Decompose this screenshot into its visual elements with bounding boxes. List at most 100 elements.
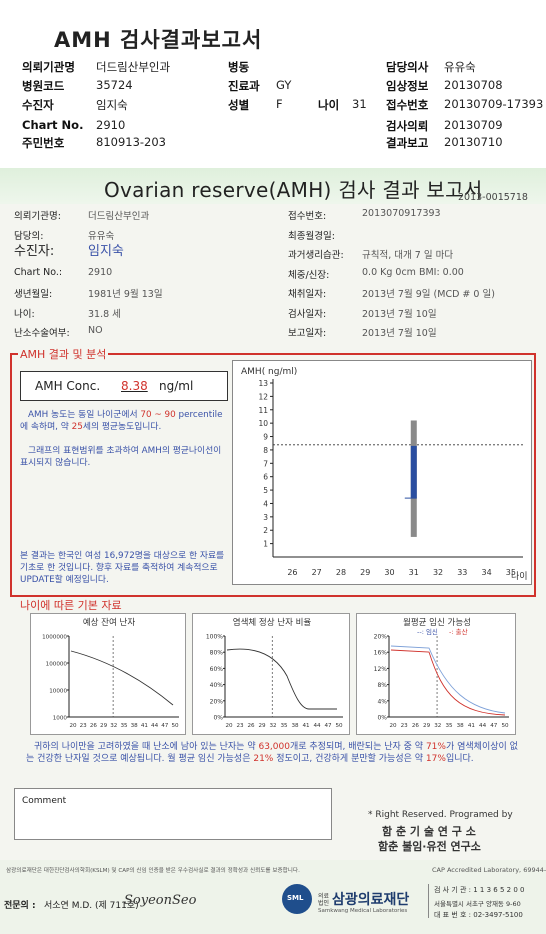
y-tick-label: 3	[263, 513, 268, 522]
amh-section-heading: AMH 결과 및 분석	[18, 346, 109, 362]
panel-title: 염색체 정상 난자 비율	[233, 617, 312, 628]
panel-x-tick-label: 47	[490, 723, 498, 729]
right-label: 체중/신장:	[288, 269, 330, 281]
panel-title: 월평균 임신 가능성	[403, 617, 471, 628]
report-title: Ovarian reserve(AMH) 검사 결과 보고서	[104, 178, 483, 202]
summary-normal-pct: 71%	[425, 742, 446, 752]
dept-label: 진료과	[228, 79, 260, 93]
amh-percentile-range: 70 ~ 90	[140, 410, 176, 420]
panel-x-tick-label: 44	[151, 723, 159, 729]
panel-x-tick-label: 50	[501, 723, 509, 729]
normal-egg-chart: 염색체 정상 난자 비율 100% 80% 60% 40% 20% 0%20 23 26 29 32…	[206, 617, 343, 729]
right-value: 2013년 7월 10일	[362, 328, 437, 339]
left-value: 1981년 9월 13일	[88, 289, 163, 300]
y-tick-label: 8	[263, 446, 268, 455]
y-tick-label: 11	[258, 406, 268, 415]
left-label: 생년월일:	[14, 289, 53, 300]
summary-b: 개로 추정되며, 배란되는 난자 중 약	[289, 742, 424, 752]
right-value: 2013년 7월 10일	[362, 308, 437, 320]
resident-value: 810913-203	[96, 135, 166, 149]
amh-data-note: 본 결과는 한국인 여성 16,972명을 대상으로 한 자료를 기초로 한 것…	[20, 551, 225, 585]
left-value: 2910	[88, 266, 113, 278]
footer	[0, 860, 546, 934]
panel-y-tick-label: 12%	[374, 666, 388, 673]
rights-lab: 함춘 불임·유전 연구소	[378, 840, 481, 853]
eggs-panel: 예상 잔여 난자 1000000 100000 10000 1000 20 23 26 29 32…	[30, 613, 186, 735]
right-label: 보고일자:	[288, 328, 327, 339]
hospital-code-value: 35724	[96, 78, 133, 92]
panel-y-tick-label: 10000	[49, 689, 67, 695]
report-number: 2013-0015718	[458, 192, 528, 203]
x-axis-label: 나이	[511, 571, 528, 582]
pregnancy-curve	[390, 645, 506, 714]
amh-conc-box: AMH Conc. 8.38 ng/ml	[20, 371, 228, 401]
basic-summary-text: 귀하의 나이만을 고려하였을 때 난소에 남아 있는 난자는 약 63,000개…	[26, 741, 526, 765]
patient-label: 수진자	[22, 98, 54, 112]
resident-label: 주민번호	[22, 136, 65, 150]
x-tick-label: 33	[457, 568, 467, 577]
left-label: 담당의:	[14, 230, 44, 242]
y-tick-label: 2	[263, 526, 268, 535]
legend-birth: -: 출산	[449, 627, 468, 636]
panel-x-tick-label: 47	[161, 723, 169, 729]
accession-value: 20130709-17393	[444, 97, 544, 111]
y-tick-label: 1	[263, 540, 268, 549]
x-tick-label: 29	[360, 568, 370, 577]
lab-code: 검 사 기 관 : 1 1 3 6 5 2 0 0	[434, 886, 525, 894]
panel-y-tick-label: 100000	[46, 662, 68, 668]
footer-doctor-prefix: 전문의 :	[4, 901, 36, 911]
rights-institute: 함 춘 기 술 연 구 소	[382, 825, 476, 838]
request-value: 20130709	[444, 118, 503, 132]
summary-preg-pct: 21%	[253, 754, 274, 764]
panel-title: 예상 잔여 난자	[83, 617, 136, 628]
x-tick-label: 30	[384, 568, 394, 577]
right-value: 2013년 7월 9일 (MCD # 0 일)	[362, 289, 495, 300]
hospital-code-label: 병원코드	[22, 79, 65, 93]
x-tick-label: 35	[506, 568, 516, 577]
left-label: 난소수술여부:	[14, 328, 70, 339]
summary-d: 정도이고, 건강하게 분만할 가능성은 약	[276, 754, 424, 764]
org-name: 삼광의료재단	[332, 892, 410, 908]
age-value: 31	[352, 97, 367, 111]
panel-y-tick-label: 16%	[374, 650, 388, 657]
right-label: 접수번호:	[288, 211, 327, 222]
footer-cap: CAP Accredited Laboratory, 69944-01	[432, 866, 546, 874]
legend-pregnancy: --: 임신	[417, 627, 438, 636]
normal-panel: 염색체 정상 난자 비율 100% 80% 60% 40% 20% 0% 20 23 26 29 32…	[192, 613, 350, 735]
panel-x-tick-label: 23	[236, 723, 244, 729]
amh-result-box	[10, 353, 536, 597]
amh-percentile-text: AMH 농도는 동일 나이군에서 70 ~ 90 percentile에 속하며…	[20, 409, 230, 433]
result-label: 결과보고	[386, 136, 429, 150]
normal-egg-curve	[226, 648, 337, 710]
panel-x-tick-label: 50	[171, 723, 179, 729]
left-value: 임지숙	[88, 244, 124, 259]
panel-y-tick-label: 8%	[377, 682, 387, 689]
comment-label: Comment	[22, 796, 67, 806]
amh-text-b: percentile에 속하며, 약	[20, 410, 223, 432]
left-label: 나이:	[14, 308, 35, 320]
chart-value: 2910	[96, 118, 126, 132]
panel-y-tick-label: 80%	[210, 650, 224, 657]
left-value: 31.8 세	[88, 308, 121, 320]
x-tick-label: 34	[481, 568, 491, 577]
y-tick-label: 10	[258, 419, 268, 428]
panel-x-tick-label: 29	[423, 723, 431, 729]
panel-y-tick-label: 40%	[210, 682, 224, 689]
panel-x-tick-label: 38	[131, 723, 139, 729]
clinical-label: 임상정보	[386, 79, 429, 93]
panel-y-tick-label: 4%	[377, 698, 387, 705]
clinical-value: 20130708	[444, 78, 503, 92]
lab-phone: 대 표 번 호 : 02-3497-5100	[434, 911, 523, 919]
report-banner	[0, 168, 546, 204]
y-tick-label: 13	[258, 379, 268, 388]
org-small: 의료법인	[318, 893, 330, 907]
panel-x-tick-label: 29	[258, 723, 266, 729]
right-value: 규칙적, 대개 7 일 마다	[362, 250, 454, 261]
amh-text-a: AMH 농도는 동일 나이군에서	[28, 410, 138, 420]
panel-x-tick-label: 26	[247, 723, 255, 729]
ward-label: 병동	[228, 60, 250, 74]
amh-chart-frame: AMH( ng/ml) 1 2 3 4 5 6 7 8 9 10 11 12 13 26 27 28 29 30 31…	[232, 360, 532, 585]
panel-x-tick-label: 41	[141, 723, 149, 729]
eggs-curve	[70, 650, 174, 706]
